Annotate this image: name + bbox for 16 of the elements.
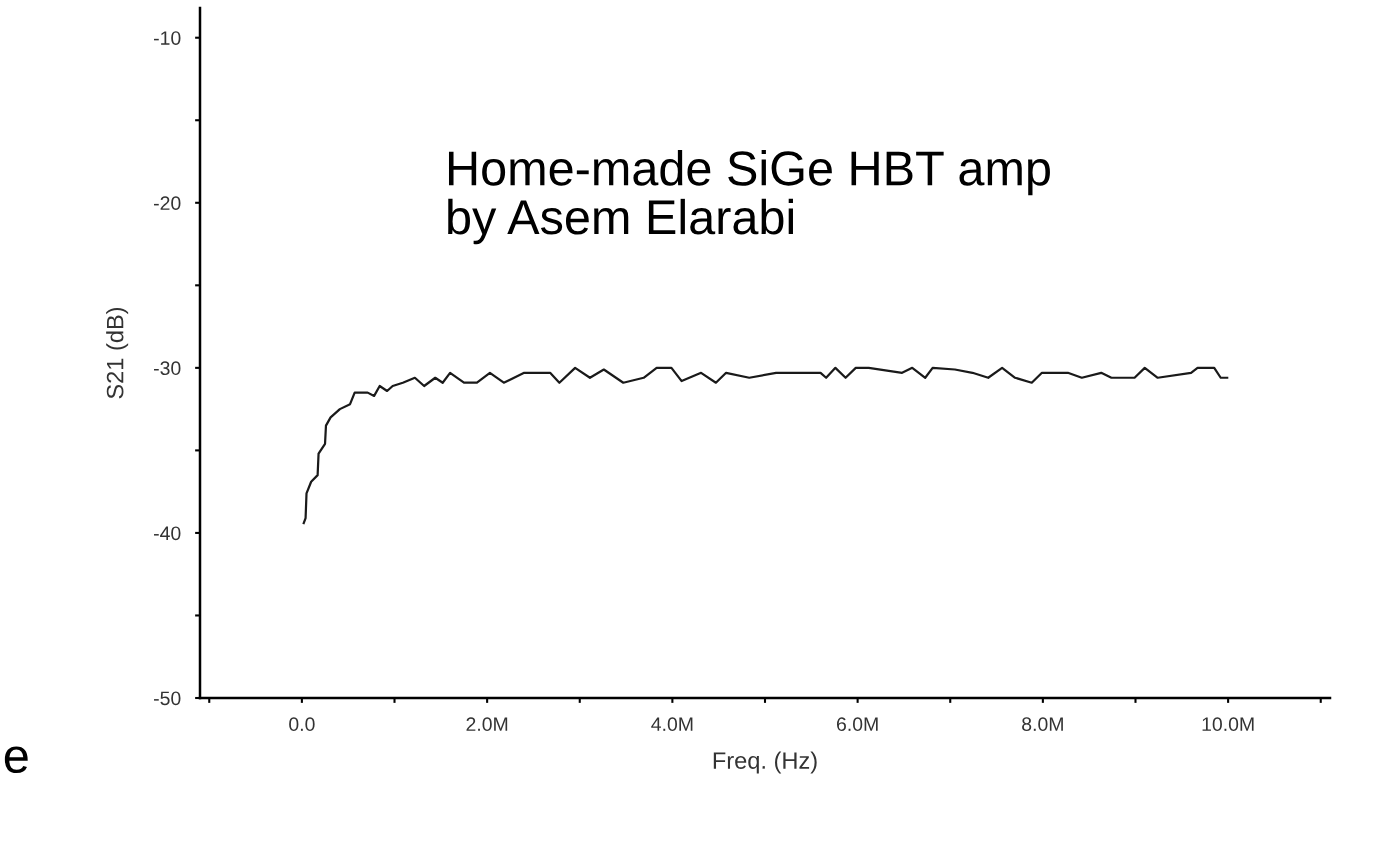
y-tick-label: -20: [154, 196, 181, 211]
x-tick-label: 6.0M: [837, 717, 878, 732]
y-tick-label: -10: [154, 31, 181, 45]
y-tick-label: -30: [154, 361, 181, 376]
annotation: Home-made SiGe HBT amp by Asem Elarabi: [448, 150, 1050, 245]
x-tick-label: 4.0M: [651, 717, 693, 732]
y-tick-label: -50: [154, 691, 181, 706]
x-tick-label: 8.0M: [1022, 717, 1063, 732]
y-tick-label: -40: [154, 526, 181, 541]
x-tick-label: 0.0: [289, 717, 315, 732]
x-tick-label: 2.0M: [466, 717, 508, 732]
x-tick-label: 10.0M: [1202, 717, 1254, 732]
text: e: [4, 746, 28, 774]
line-series: [302, 366, 1229, 525]
x-axis-title: Freq. (Hz): [713, 751, 817, 774]
y-axis-title: S21 (dB): [106, 307, 129, 399]
